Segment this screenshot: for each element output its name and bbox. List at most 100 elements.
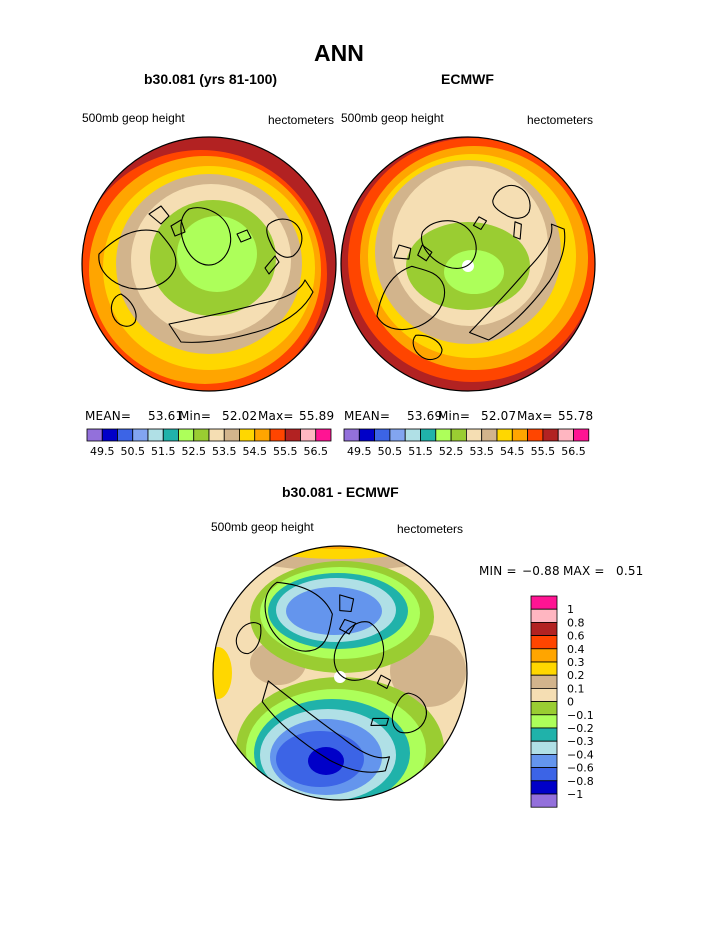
diff-west-0p3	[213, 647, 232, 699]
model-mean-value: 53.61	[148, 409, 184, 423]
archipelago-coastline	[339, 594, 357, 635]
alaska-coastline	[110, 293, 137, 327]
model-cbar-swatch	[193, 428, 210, 442]
model-cbar-tick-label: 55.5	[273, 445, 298, 458]
obs-cbar-swatch	[435, 428, 452, 442]
obs-cbar-tick-label: 56.5	[561, 445, 586, 458]
obs-colorbar: 49.5 50.5 51.5 52.5 53.5 54.5 55.5 56.5	[343, 428, 590, 458]
scandinavia-coastline	[266, 218, 303, 258]
diff-min-value: −0.88	[522, 564, 560, 578]
model-units-label: hectometers	[268, 113, 335, 127]
diff-cbar-swatch	[530, 661, 558, 676]
diff-max-label: MAX =	[563, 564, 605, 578]
diff-cbar-swatch	[530, 780, 558, 795]
diff-cbar-swatch	[530, 727, 558, 742]
diff-cbar-tick-label: −0.8	[567, 775, 594, 788]
obs-map-border	[340, 136, 596, 392]
obs-cbar-tick-label: 50.5	[378, 445, 403, 458]
scandinavia-coastline	[391, 692, 427, 734]
obs-cbar-swatch	[465, 428, 483, 442]
obs-cbar-swatch	[573, 428, 590, 442]
diff-cbar-tick-label: 0.4	[567, 643, 585, 656]
diff-cbar-swatch	[530, 608, 558, 623]
diff-north-0p6	[280, 503, 400, 539]
diff-units-label: hectometers	[397, 522, 464, 536]
diff-polar-map	[213, 503, 467, 800]
model-polar-map	[82, 137, 336, 391]
diff-north-0p3	[228, 546, 452, 559]
diff-cbar-tick-label: 0.6	[567, 630, 585, 643]
diff-cbar-swatch	[530, 793, 558, 808]
diff-cbar-tick-label: −0.6	[567, 762, 594, 775]
siberia-coastline	[168, 279, 314, 343]
diff-cbar-swatch	[530, 688, 558, 703]
obs-mean-label: MEAN=	[344, 409, 391, 423]
model-cbar-tick-label: 52.5	[182, 445, 207, 458]
obs-cbar-swatch	[450, 428, 467, 442]
obs-max-label: Max=	[517, 409, 553, 423]
model-cbar-swatch	[315, 428, 332, 442]
siberia-coastline	[469, 223, 566, 341]
obs-cbar-tick-label: 51.5	[408, 445, 433, 458]
model-cbar-swatch	[147, 428, 164, 442]
diff-cbar-swatch	[530, 714, 558, 729]
diff-map-border	[212, 545, 468, 801]
alaska-coastline	[412, 334, 443, 360]
model-cbar-swatch	[86, 428, 103, 442]
diff-cbar-swatch	[530, 701, 558, 716]
obs-cbar-swatch	[420, 428, 437, 442]
obs-cbar-tick-label: 53.5	[469, 445, 494, 458]
model-min-label: Min=	[179, 409, 212, 423]
obs-cbar-swatch	[496, 428, 513, 442]
obs-cbar-swatch	[358, 428, 375, 442]
obs-variable-label: 500mb geop height	[341, 111, 444, 125]
model-cbar-swatch	[162, 428, 179, 442]
diff-cbar-swatch	[530, 674, 558, 689]
model-variable-label: 500mb geop height	[82, 111, 185, 125]
obs-cbar-tick-label: 54.5	[500, 445, 525, 458]
model-max-label: Max=	[258, 409, 294, 423]
novaya-zemlya-coastline	[370, 717, 390, 726]
model-mean-label: MEAN=	[85, 409, 132, 423]
obs-cbar-swatch	[511, 428, 528, 442]
archipelago-coastline	[148, 205, 186, 237]
diff-cbar-swatch	[530, 767, 558, 782]
band-52	[444, 250, 504, 294]
model-cbar-swatch	[300, 428, 317, 442]
model-cbar-swatch	[284, 428, 301, 442]
model-cbar-swatch	[132, 428, 149, 442]
obs-cbar-swatch	[481, 428, 498, 442]
model-colorbar: 49.5 50.5 51.5 52.5 53.5 54.5 55.5 56.5	[86, 428, 332, 458]
obs-cbar-swatch	[389, 428, 406, 442]
diff-cbar-swatch	[530, 740, 558, 755]
obs-cbar-swatch	[404, 428, 421, 442]
coastline-group	[376, 184, 566, 360]
coastline-group	[98, 205, 314, 343]
model-cbar-tick-label: 54.5	[243, 445, 268, 458]
obs-max-value: 55.78	[558, 409, 594, 423]
diff-cbar-swatch	[530, 595, 558, 610]
diff-slobe-m1	[308, 747, 344, 775]
diff-colorbar: 10.80.60.40.30.20.10−0.1−0.2−0.3−0.4−0.6…	[530, 595, 594, 808]
diff-cbar-tick-label: −0.4	[567, 748, 594, 761]
model-coastlines	[98, 205, 314, 343]
model-cbar-swatch	[223, 428, 240, 442]
obs-cbar-swatch	[527, 428, 544, 442]
diff-cbar-tick-label: −0.2	[567, 722, 594, 735]
model-cbar-tick-label: 50.5	[121, 445, 146, 458]
diff-coastlines	[235, 581, 427, 773]
model-cbar-tick-label: 49.5	[90, 445, 115, 458]
diff-north-0p2	[213, 546, 467, 571]
obs-cbar-tick-label: 52.5	[439, 445, 464, 458]
archipelago-coastline	[393, 244, 433, 262]
model-cbar-tick-label: 53.5	[212, 445, 237, 458]
svalbard-coastline	[472, 216, 488, 230]
novaya-zemlya-coastline	[264, 255, 280, 275]
obs-mean-value: 53.69	[407, 409, 443, 423]
diff-cbar-swatch	[530, 648, 558, 663]
diff-north-0p4	[254, 546, 426, 549]
obs-cbar-tick-label: 49.5	[347, 445, 372, 458]
diff-cbar-tick-label: −1	[567, 788, 583, 801]
diff-cbar-swatch	[530, 754, 558, 769]
